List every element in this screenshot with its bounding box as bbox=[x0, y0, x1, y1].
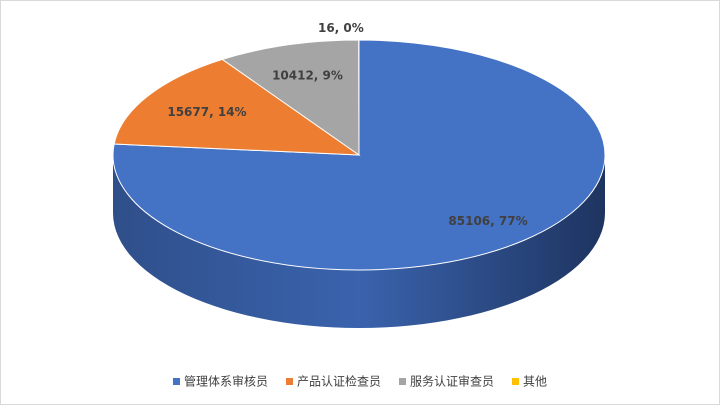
data-label: 10412, 9% bbox=[272, 68, 343, 82]
pie-slice bbox=[113, 58, 361, 156]
legend-swatch bbox=[512, 378, 520, 385]
data-label: 16, 0% bbox=[318, 21, 364, 35]
data-label: 85106, 77% bbox=[448, 214, 527, 228]
legend-swatch bbox=[399, 378, 406, 385]
pie-side bbox=[113, 155, 605, 328]
legend-swatch bbox=[285, 378, 293, 385]
legend-label: 管理体系审核员 bbox=[184, 374, 268, 389]
pie-slice bbox=[221, 39, 360, 156]
pie-slice bbox=[112, 39, 606, 271]
legend-label: 服务认证审查员 bbox=[410, 374, 494, 389]
legend-swatch bbox=[172, 378, 180, 385]
legend-label: 产品认证检查员 bbox=[297, 374, 381, 389]
legend-label: 其他 bbox=[523, 375, 547, 389]
data-label: 15677, 14% bbox=[167, 105, 246, 119]
